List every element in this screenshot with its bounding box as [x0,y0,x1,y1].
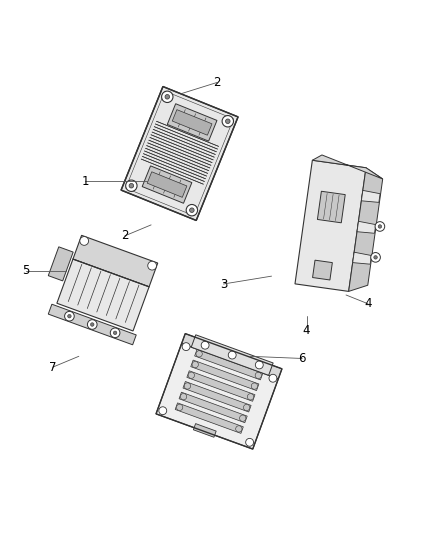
Polygon shape [357,221,376,233]
Circle shape [88,320,97,329]
Circle shape [374,256,377,259]
Polygon shape [318,191,345,223]
Circle shape [67,314,71,318]
Circle shape [64,311,74,321]
Circle shape [222,116,233,127]
Polygon shape [193,424,216,437]
Polygon shape [313,260,332,280]
Circle shape [148,261,156,270]
Polygon shape [141,122,219,184]
Circle shape [159,407,167,415]
Polygon shape [191,360,259,391]
Circle shape [91,323,94,326]
Circle shape [251,383,258,389]
Polygon shape [48,304,136,345]
Polygon shape [156,344,278,449]
Circle shape [182,343,190,351]
Circle shape [80,237,88,245]
Text: 7: 7 [49,361,57,374]
Circle shape [162,91,173,102]
Circle shape [129,183,134,188]
Circle shape [201,341,209,349]
Polygon shape [48,247,73,281]
Polygon shape [183,382,251,412]
Polygon shape [179,392,247,423]
Circle shape [190,208,194,213]
Circle shape [186,205,198,216]
Circle shape [246,438,254,446]
Circle shape [255,372,261,378]
Polygon shape [194,349,263,380]
Polygon shape [353,252,371,264]
Text: 4: 4 [303,324,311,336]
Circle shape [165,94,170,99]
Text: 2: 2 [213,76,221,89]
Circle shape [126,180,137,191]
Circle shape [236,426,242,432]
Polygon shape [312,155,383,179]
Polygon shape [57,259,149,331]
Text: 1: 1 [81,175,89,188]
Polygon shape [172,110,212,135]
Circle shape [180,393,187,400]
Circle shape [255,361,263,369]
Circle shape [269,374,277,382]
Polygon shape [182,334,282,379]
Polygon shape [175,403,244,433]
Text: 3: 3 [220,278,227,290]
Circle shape [188,372,194,378]
Circle shape [192,361,198,368]
Circle shape [371,253,380,262]
Circle shape [184,383,191,389]
Polygon shape [147,172,187,197]
Polygon shape [126,91,233,216]
Text: 5: 5 [23,264,30,277]
Circle shape [244,405,250,410]
Circle shape [378,225,381,228]
Circle shape [226,119,230,124]
Text: 4: 4 [364,297,372,310]
Text: 6: 6 [298,352,306,365]
Circle shape [196,351,202,357]
Text: 2: 2 [121,229,129,243]
Polygon shape [167,104,217,141]
Polygon shape [187,371,255,401]
Polygon shape [121,86,238,221]
Polygon shape [349,168,383,292]
Circle shape [247,394,254,400]
Polygon shape [295,160,366,292]
Circle shape [240,415,246,422]
Circle shape [113,331,117,335]
Polygon shape [73,236,158,287]
Polygon shape [361,190,380,203]
Circle shape [228,351,236,359]
Polygon shape [191,335,273,375]
Circle shape [110,328,120,337]
Circle shape [375,222,385,231]
Circle shape [177,404,183,410]
Polygon shape [142,166,192,203]
